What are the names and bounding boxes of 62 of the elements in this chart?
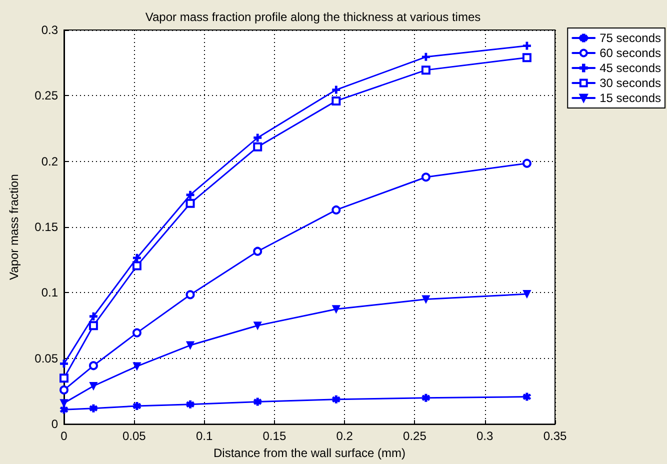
point — [132, 328, 142, 338]
point — [253, 246, 262, 256]
y-axis-title: Vapor mass fraction — [7, 174, 21, 280]
point — [421, 172, 430, 182]
y-tick-label: 0.3 — [41, 23, 58, 37]
point — [254, 322, 262, 330]
point — [332, 395, 340, 404]
point — [132, 261, 142, 270]
point — [186, 341, 194, 350]
point — [332, 86, 340, 94]
point — [332, 305, 340, 314]
point — [522, 392, 531, 401]
point — [89, 312, 98, 320]
point — [186, 290, 195, 300]
point — [186, 400, 194, 408]
chart-title: Vapor mass fraction profile along the thickness at various times — [145, 10, 481, 24]
legend-label: 15 seconds — [600, 91, 662, 105]
point — [132, 362, 141, 370]
y-tick-label: 0.1 — [41, 286, 58, 300]
legend-label: 75 seconds — [600, 31, 662, 45]
point — [421, 66, 430, 75]
x-tick-label: 0.05 — [122, 429, 146, 444]
point — [522, 158, 532, 168]
point — [332, 205, 341, 214]
point — [60, 406, 68, 414]
point — [253, 142, 262, 152]
point — [522, 290, 531, 298]
point — [89, 382, 98, 390]
point — [522, 42, 531, 50]
x-tick-label: 0.1 — [196, 429, 213, 444]
point — [88, 321, 98, 330]
point — [254, 134, 262, 142]
point — [422, 394, 430, 402]
point — [522, 53, 532, 62]
y-tick-label: 0.25 — [34, 88, 58, 103]
point — [332, 96, 341, 106]
point — [186, 190, 194, 199]
point — [132, 402, 141, 410]
point — [60, 360, 68, 368]
point — [422, 295, 430, 304]
point — [132, 254, 141, 262]
x-tick-label: 0.35 — [543, 429, 567, 444]
y-tick-label: 0 — [51, 417, 58, 432]
point — [60, 385, 68, 394]
point — [186, 198, 195, 208]
y-tick-label: 0.05 — [34, 351, 58, 366]
legend-label: 60 seconds — [600, 46, 662, 60]
y-tick-label: 0.15 — [34, 220, 58, 234]
point — [88, 361, 98, 370]
point — [254, 398, 262, 406]
x-tick-label: 0.2 — [336, 429, 354, 444]
x-tick-label: 0.15 — [262, 429, 286, 444]
x-tick-label: 0 — [60, 429, 68, 444]
x-axis-title: Distance from the wall surface (mm) — [213, 446, 406, 460]
point — [89, 404, 98, 412]
x-tick-label: 0.3 — [476, 429, 494, 444]
point — [60, 374, 68, 383]
x-tick-label: 0.25 — [403, 429, 427, 444]
y-tick-label: 0.2 — [41, 154, 58, 168]
point — [422, 52, 430, 61]
legend-label: 45 seconds — [600, 61, 662, 75]
legend-label: 30 seconds — [600, 76, 662, 90]
